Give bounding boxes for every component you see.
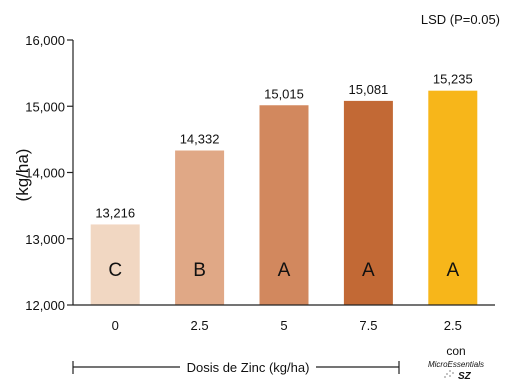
- x-axis: 0 2.5 5 7.5 2.5: [73, 304, 495, 333]
- significance-letter: A: [362, 260, 375, 281]
- lsd-note: LSD (P=0.05): [421, 12, 500, 27]
- bars: 13,216 C 14,332 B 15,015 A 15,081 A 15,235 A: [90, 72, 478, 306]
- bar-value-label: 15,081: [349, 82, 389, 97]
- y-axis-label: (kg/ha): [13, 149, 32, 202]
- sz-logo-icon: [444, 370, 454, 378]
- x-tick-label: 2.5: [191, 318, 209, 333]
- x-tick-label: 2.5: [444, 318, 462, 333]
- bar: [259, 105, 309, 305]
- brand-logo-text: MicroEssentials: [428, 360, 484, 369]
- x-tick-label: 7.5: [359, 318, 377, 333]
- y-tick-label: 15,000: [25, 99, 65, 114]
- y-tick-label: 14,000: [25, 166, 65, 181]
- significance-letter: C: [108, 260, 122, 281]
- significance-letter: A: [278, 260, 291, 281]
- x-tick-label: 5: [280, 318, 287, 333]
- y-tick-label: 16,000: [25, 33, 65, 48]
- significance-letter: A: [446, 260, 459, 281]
- bar-value-label: 15,235: [433, 72, 473, 87]
- y-tick-label: 13,000: [25, 232, 65, 247]
- bar-value-label: 14,332: [180, 132, 220, 147]
- brand-logo-suffix: SZ: [458, 371, 472, 379]
- bar: [343, 100, 393, 305]
- y-axis: 12,000 13,000 14,000 15,000 16,000: [25, 33, 74, 313]
- x-axis-label: Dosis de Zinc (kg/ha): [187, 360, 310, 375]
- bar: [428, 90, 478, 306]
- x-tick-label: 0: [112, 318, 119, 333]
- con-label: con: [446, 344, 465, 358]
- bar: [175, 150, 225, 305]
- y-tick-label: 12,000: [25, 298, 65, 313]
- bar: [90, 224, 140, 305]
- microessentials-label: con MicroEssentials SZ: [428, 344, 484, 379]
- bar-value-label: 13,216: [95, 205, 135, 220]
- significance-letter: B: [193, 260, 206, 281]
- x-axis-bracket: Dosis de Zinc (kg/ha): [72, 360, 400, 375]
- bar-value-label: 15,015: [264, 86, 304, 101]
